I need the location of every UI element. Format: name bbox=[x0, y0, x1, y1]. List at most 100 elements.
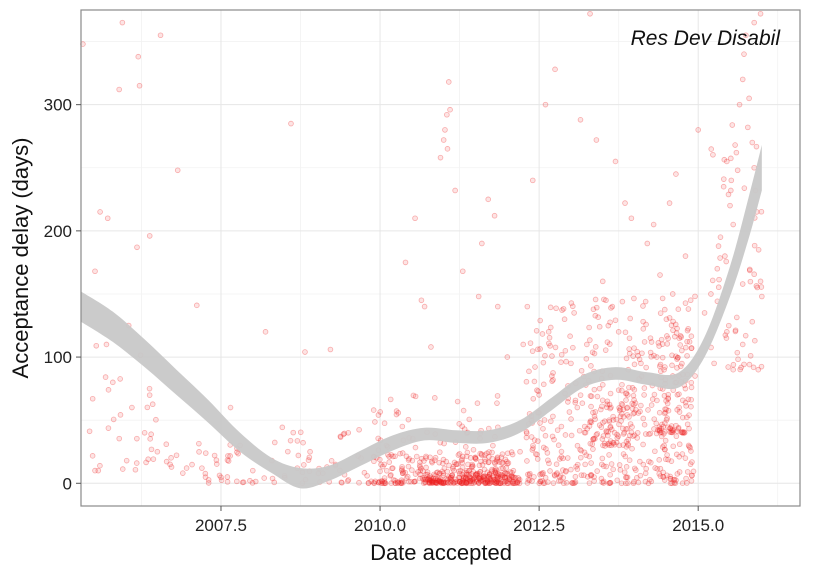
data-point bbox=[234, 478, 240, 485]
data-point bbox=[606, 452, 612, 458]
data-point bbox=[728, 155, 734, 162]
data-point bbox=[458, 457, 465, 464]
data-point bbox=[488, 479, 495, 486]
data-point bbox=[460, 477, 466, 484]
data-point bbox=[613, 416, 620, 423]
data-point bbox=[621, 429, 628, 436]
data-point bbox=[485, 478, 491, 485]
data-point bbox=[749, 318, 756, 325]
data-point bbox=[552, 344, 559, 351]
data-point bbox=[524, 303, 531, 310]
data-point bbox=[500, 465, 506, 472]
data-point bbox=[504, 478, 511, 484]
data-point bbox=[618, 418, 624, 424]
data-point bbox=[549, 378, 555, 384]
data-point bbox=[502, 474, 509, 481]
data-point bbox=[498, 471, 504, 478]
data-point bbox=[623, 355, 630, 362]
data-point bbox=[647, 459, 654, 466]
data-point bbox=[688, 478, 695, 484]
data-point bbox=[129, 404, 135, 411]
data-point bbox=[640, 441, 646, 448]
data-point bbox=[753, 143, 760, 150]
data-point bbox=[579, 400, 586, 406]
data-point bbox=[665, 335, 671, 342]
data-point bbox=[475, 479, 482, 486]
data-point bbox=[535, 438, 541, 444]
data-point bbox=[470, 468, 477, 475]
data-point bbox=[377, 456, 383, 463]
data-point bbox=[632, 400, 639, 406]
data-point bbox=[558, 351, 565, 358]
data-point bbox=[444, 111, 450, 118]
data-point bbox=[167, 461, 173, 468]
data-point bbox=[689, 459, 695, 465]
data-point bbox=[482, 456, 488, 462]
data-point bbox=[661, 442, 667, 449]
data-point bbox=[679, 480, 686, 487]
data-point bbox=[620, 431, 627, 437]
data-point bbox=[445, 480, 451, 486]
data-point bbox=[687, 297, 694, 304]
data-point bbox=[610, 439, 616, 446]
data-point bbox=[93, 342, 100, 349]
data-point bbox=[641, 339, 648, 345]
data-point bbox=[600, 433, 607, 439]
data-point bbox=[436, 449, 443, 455]
data-point bbox=[617, 467, 624, 473]
data-point bbox=[461, 474, 468, 481]
data-point bbox=[743, 32, 749, 39]
data-point bbox=[381, 480, 388, 487]
data-point bbox=[678, 429, 685, 435]
data-point bbox=[428, 344, 434, 350]
data-point bbox=[551, 472, 558, 478]
data-point bbox=[676, 453, 683, 460]
data-point bbox=[685, 442, 692, 449]
data-point bbox=[606, 417, 612, 423]
data-point bbox=[658, 433, 665, 440]
data-point bbox=[675, 306, 682, 312]
data-point bbox=[494, 478, 500, 485]
data-point bbox=[599, 278, 606, 285]
data-point bbox=[737, 366, 743, 373]
data-point bbox=[725, 322, 732, 329]
data-point bbox=[670, 427, 676, 433]
data-point bbox=[648, 339, 655, 345]
data-point bbox=[510, 467, 517, 474]
data-point bbox=[502, 475, 509, 482]
data-point bbox=[134, 435, 140, 442]
data-point bbox=[655, 340, 662, 346]
data-point bbox=[398, 477, 405, 484]
data-point bbox=[664, 341, 671, 347]
data-point bbox=[437, 154, 444, 161]
data-point bbox=[570, 344, 576, 351]
data-point bbox=[573, 463, 579, 470]
data-point bbox=[434, 469, 441, 475]
data-point bbox=[714, 265, 721, 272]
data-point bbox=[447, 480, 454, 486]
data-point bbox=[390, 477, 397, 483]
data-point bbox=[593, 432, 600, 438]
data-point bbox=[497, 473, 504, 480]
data-point bbox=[673, 433, 680, 440]
data-point bbox=[399, 423, 406, 430]
data-point bbox=[514, 480, 521, 486]
data-point bbox=[578, 447, 584, 454]
data-point bbox=[150, 456, 157, 462]
data-point bbox=[560, 480, 567, 487]
data-point bbox=[502, 470, 508, 476]
data-point bbox=[399, 466, 405, 472]
data-point bbox=[553, 461, 560, 468]
data-point bbox=[97, 462, 103, 469]
data-point bbox=[564, 455, 571, 461]
data-point bbox=[588, 363, 594, 369]
data-point bbox=[546, 334, 553, 341]
data-point bbox=[488, 476, 494, 483]
data-point bbox=[494, 457, 501, 463]
data-point bbox=[484, 469, 491, 476]
data-point bbox=[507, 480, 513, 486]
data-point bbox=[647, 430, 654, 437]
data-point bbox=[584, 474, 591, 480]
data-point bbox=[637, 472, 644, 479]
data-point bbox=[494, 475, 500, 482]
